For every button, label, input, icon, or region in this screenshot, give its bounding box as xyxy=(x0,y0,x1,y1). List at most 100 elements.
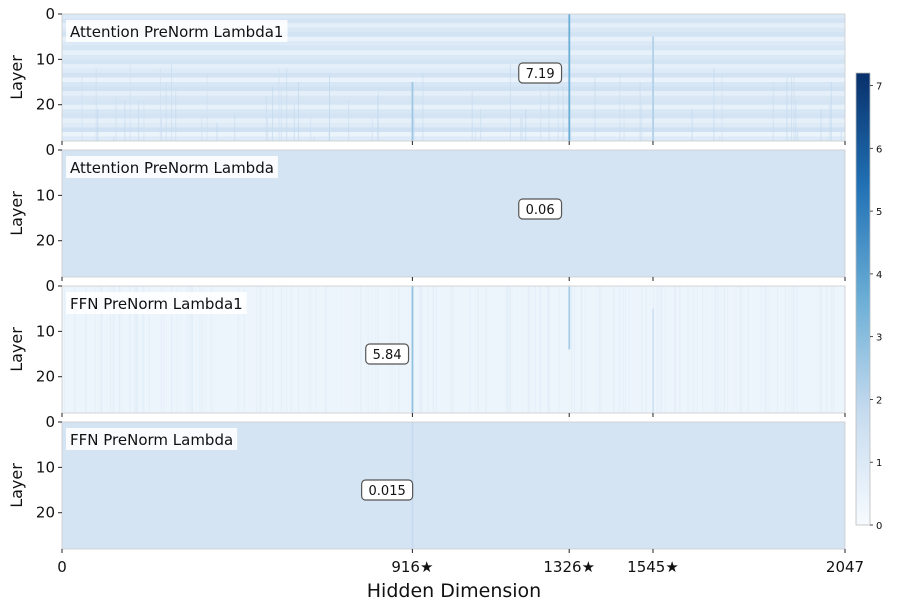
max-value-label: 0.06 xyxy=(526,203,555,218)
heatmap-streak xyxy=(521,118,523,141)
heatmap-column xyxy=(450,286,452,413)
panel-ffn-lambda1: FFN PreNorm Lambda1 Layer 0 10 20 5.84 xyxy=(7,277,846,417)
heatmap-streak xyxy=(171,63,173,142)
heatmap-row xyxy=(62,82,845,87)
heatmap-streak xyxy=(840,131,842,141)
heatmap-column xyxy=(508,286,510,413)
heatmap-streak xyxy=(791,77,793,141)
heatmap-column xyxy=(768,286,770,413)
heatmap-streak xyxy=(348,100,350,141)
x-tick-marks xyxy=(61,277,846,281)
heatmap-streak xyxy=(562,86,564,141)
heatmap-column xyxy=(580,286,582,413)
x-tick-marks xyxy=(61,413,846,417)
heatmap-spike xyxy=(411,286,414,413)
heatmap-streak xyxy=(422,72,424,141)
heatmap-column xyxy=(141,286,144,413)
heatmap-column xyxy=(791,286,793,413)
heatmap-column xyxy=(201,286,204,413)
x-tick-label: 1545★ xyxy=(627,558,679,576)
x-tick-label: 1326★ xyxy=(543,558,595,576)
heatmap-column xyxy=(260,286,263,413)
y-tick-label: 0 xyxy=(45,141,55,159)
heatmap-column xyxy=(204,286,206,413)
heatmap-column xyxy=(148,286,151,413)
heatmap-column xyxy=(179,286,182,413)
heatmap-streak xyxy=(310,118,312,141)
heatmap-column xyxy=(89,286,92,413)
heatmap-streak xyxy=(313,136,315,141)
heatmap-streak xyxy=(293,104,295,141)
heatmap-column xyxy=(658,286,660,413)
heatmap-column xyxy=(280,286,282,413)
heatmap-column xyxy=(539,286,541,413)
heatmap-column xyxy=(517,286,519,413)
heatmap-streak xyxy=(175,91,177,141)
heatmap-column xyxy=(418,286,421,413)
panel-attention-lambda: Attention PreNorm Lambda Layer 0 10 20 0.0… xyxy=(7,141,846,281)
heatmap-column xyxy=(94,286,97,413)
panel-title: FFN PreNorm Lambda1 xyxy=(70,295,243,313)
colorbar: 0 1 2 3 4 5 6 7 xyxy=(855,72,882,532)
y-tick-label: 10 xyxy=(36,322,55,340)
heatmap-column xyxy=(711,286,713,413)
heatmap-streak xyxy=(234,113,236,141)
heatmap-column xyxy=(734,286,737,413)
heatmap-column xyxy=(99,286,102,413)
heatmap-spike xyxy=(411,82,414,141)
heatmap-column xyxy=(747,286,749,413)
heatmap-column xyxy=(186,286,188,413)
heatmap-streak xyxy=(548,82,550,141)
heatmap-column xyxy=(717,286,719,413)
heatmap-column xyxy=(121,286,123,413)
heatmap-column xyxy=(796,286,798,413)
heatmap-streak xyxy=(377,95,379,141)
heatmap-column xyxy=(189,286,191,413)
y-axis-label: Layer xyxy=(7,327,26,372)
heatmap-row xyxy=(62,109,845,115)
heatmap-column xyxy=(212,286,214,413)
heatmap-column xyxy=(674,286,676,413)
heatmap-streak xyxy=(641,104,643,141)
y-tick-label: 10 xyxy=(36,50,55,68)
heatmap-column xyxy=(661,286,663,413)
heatmap-column xyxy=(558,286,560,413)
heatmap-column xyxy=(600,286,602,413)
heatmap-column xyxy=(419,286,421,413)
heatmap-streak xyxy=(691,109,693,141)
heatmap-streak xyxy=(95,68,97,141)
heatmap-streak xyxy=(480,109,482,141)
y-tick-label: 20 xyxy=(36,504,55,522)
heatmap-column xyxy=(285,286,287,413)
heatmap-column xyxy=(528,286,530,413)
heatmap-column xyxy=(298,286,300,413)
max-value-badge: 7.19 xyxy=(518,62,563,84)
heatmap-column xyxy=(109,286,112,413)
x-axis-label: Hidden Dimension xyxy=(367,580,541,602)
heatmap-column xyxy=(690,286,693,413)
y-tick-label: 10 xyxy=(36,458,55,476)
y-ticks: 0 10 20 xyxy=(36,277,62,386)
heatmap-column xyxy=(452,286,454,413)
heatmap-column xyxy=(118,286,120,413)
heatmap-row xyxy=(62,118,845,124)
heatmap-column xyxy=(696,286,699,413)
heatmap-column xyxy=(509,286,511,413)
y-ticks: 0 10 20 xyxy=(36,413,62,522)
heatmap-row xyxy=(62,32,845,37)
heatmap-streak xyxy=(143,100,145,141)
heatmap-column xyxy=(201,286,203,413)
heatmap-column xyxy=(85,286,87,413)
heatmap-column xyxy=(111,286,113,413)
heatmap-column xyxy=(818,286,821,413)
heatmap-spike xyxy=(568,286,571,350)
heatmap-streak xyxy=(161,118,163,141)
heatmap-streak xyxy=(413,118,415,141)
heatmap-column xyxy=(114,286,116,413)
heatmap-column xyxy=(510,286,512,413)
heatmap-streak xyxy=(623,100,625,141)
heatmap-row xyxy=(62,127,845,133)
heatmap-column xyxy=(101,286,103,413)
heatmap-column xyxy=(202,286,204,413)
